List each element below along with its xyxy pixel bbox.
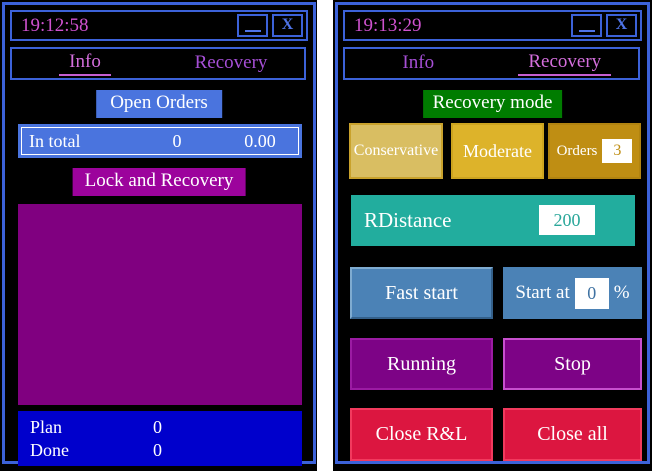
title-bar[interactable]: 19:12:58 X	[10, 10, 308, 41]
tab-info-label: Info	[59, 51, 111, 76]
tab-info[interactable]: Info	[12, 49, 158, 78]
plan-label: Plan	[30, 416, 63, 437]
orders-list-area	[18, 204, 302, 405]
tab-info-label: Info	[402, 52, 435, 73]
close-rl-button[interactable]: Close R&L	[350, 408, 493, 461]
in-total-amount: 0.00	[244, 130, 276, 151]
running-button[interactable]: Running	[350, 338, 493, 390]
orders-tile: Orders 3	[548, 123, 641, 179]
plan-row: Plan 0	[18, 417, 302, 438]
fast-start-button[interactable]: Fast start	[350, 267, 493, 319]
panel-info-window: 19:12:58 X Info Recovery Open Orders In …	[2, 2, 316, 466]
tab-bar: Info Recovery	[343, 47, 640, 80]
clock-text: 19:13:29	[354, 14, 422, 36]
stop-button[interactable]: Stop	[503, 338, 642, 390]
conservative-button[interactable]: Conservative	[349, 123, 443, 179]
close-all-button[interactable]: Close all	[503, 408, 642, 461]
plan-done-panel: Plan 0 Done 0	[18, 411, 302, 466]
done-label: Done	[30, 439, 69, 460]
in-total-count: 0	[172, 130, 182, 151]
in-total-bar: In total 0 0.00	[18, 124, 302, 158]
background-gap	[317, 0, 333, 471]
open-orders-button[interactable]: Open Orders	[96, 90, 222, 118]
rdistance-label: RDistance	[364, 208, 452, 232]
minimize-button[interactable]	[571, 14, 602, 37]
panel-recovery-window: 19:13:29 X Info Recovery Recovery mode C…	[335, 2, 650, 464]
moderate-button[interactable]: Moderate	[451, 123, 544, 179]
close-icon: X	[615, 16, 628, 33]
title-bar[interactable]: 19:13:29 X	[343, 10, 642, 41]
minimize-icon	[578, 30, 595, 32]
orders-input[interactable]: 3	[602, 139, 633, 163]
close-icon: X	[281, 16, 294, 33]
done-value: 0	[153, 439, 162, 460]
rdistance-input[interactable]: 200	[539, 205, 595, 235]
tab-recovery[interactable]: Recovery	[492, 49, 639, 78]
in-total-label: In total	[29, 130, 81, 151]
start-at-input[interactable]: 0	[574, 277, 609, 309]
rdistance-bar: RDistance 200	[351, 195, 635, 246]
start-at-unit: %	[613, 282, 630, 303]
clock-text: 19:12:58	[21, 14, 89, 36]
close-button[interactable]: X	[606, 14, 637, 37]
tab-bar: Info Recovery	[10, 47, 306, 80]
minimize-button[interactable]	[237, 14, 268, 37]
start-at-label: Start at	[515, 282, 570, 303]
done-row: Done 0	[18, 440, 302, 461]
plan-value: 0	[153, 416, 162, 437]
start-at-group: Start at 0 %	[503, 267, 642, 319]
tab-info[interactable]: Info	[345, 49, 492, 78]
orders-label: Orders	[556, 142, 598, 159]
recovery-mode-button[interactable]: Recovery mode	[422, 90, 563, 118]
tab-recovery-label: Recovery	[518, 51, 612, 76]
minimize-icon	[244, 30, 261, 32]
tab-recovery[interactable]: Recovery	[158, 49, 304, 78]
lock-and-recovery-button[interactable]: Lock and Recovery	[72, 168, 246, 196]
close-button[interactable]: X	[272, 14, 303, 37]
tab-recovery-label: Recovery	[194, 52, 268, 73]
